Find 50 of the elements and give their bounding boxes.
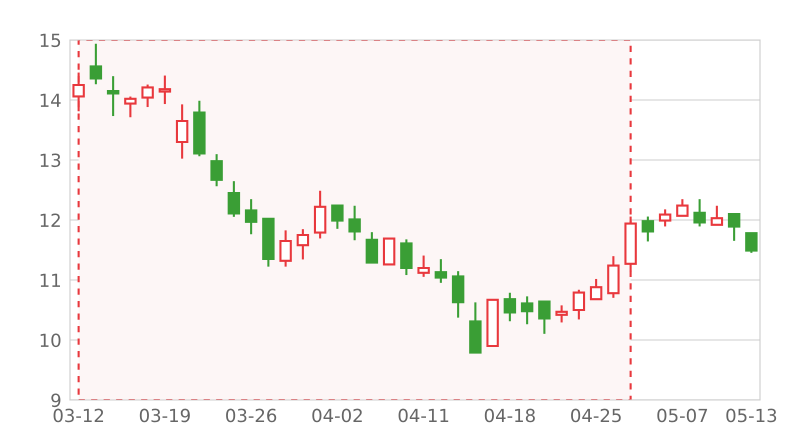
x-tick-label: 04-02 [312,408,362,422]
candlestick [728,212,740,241]
candlestick [538,300,551,334]
candlestick [417,256,430,277]
candlestick [314,190,326,238]
x-tick-label: 04-18 [484,408,535,422]
candlestick [279,230,292,267]
candlestick [658,209,672,226]
candlestick [90,44,102,84]
y-tick-label: 10 [40,333,60,348]
x-tick-label: 04-11 [398,408,448,422]
y-tick-label: 11 [40,274,60,287]
candlestick [710,206,724,226]
candlestick [486,298,499,348]
candlestick [676,199,689,217]
candlestick [296,229,310,260]
candlestick [520,296,534,324]
candlestick [590,278,602,300]
candlestick [400,239,413,276]
candlestick [124,96,137,118]
candlestick [244,199,258,234]
candlestick [434,259,448,283]
y-tick-label: 13 [40,153,60,168]
candlestick [693,199,706,226]
candlestick [452,271,464,318]
x-tick-label: 03-12 [54,408,104,422]
candlestick [745,232,758,253]
y-tick-label: 15 [40,34,60,48]
x-tick-label: 05-13 [726,408,776,422]
candlestick [106,76,120,116]
candlestick [141,84,154,108]
x-tick-label: 05-07 [657,408,708,422]
candlestick [176,104,188,159]
x-tick-label: 03-26 [226,408,276,422]
candlestick [262,218,275,267]
y-tick-label: 9 [51,393,60,408]
candlestick [555,305,568,322]
candlestick [158,76,172,104]
y-tick-label: 12 [40,213,60,227]
candlestick [642,216,654,242]
candlestick [382,238,396,266]
x-tick-label: 03-19 [140,408,190,422]
candlestick [228,181,240,217]
x-tick-label: 04-25 [571,408,621,422]
candlestick [348,206,361,240]
candlestick [366,232,378,264]
candlestick [607,256,620,298]
candlestick [331,204,344,229]
candlestick [469,302,482,354]
y-tick-label: 14 [40,94,61,107]
